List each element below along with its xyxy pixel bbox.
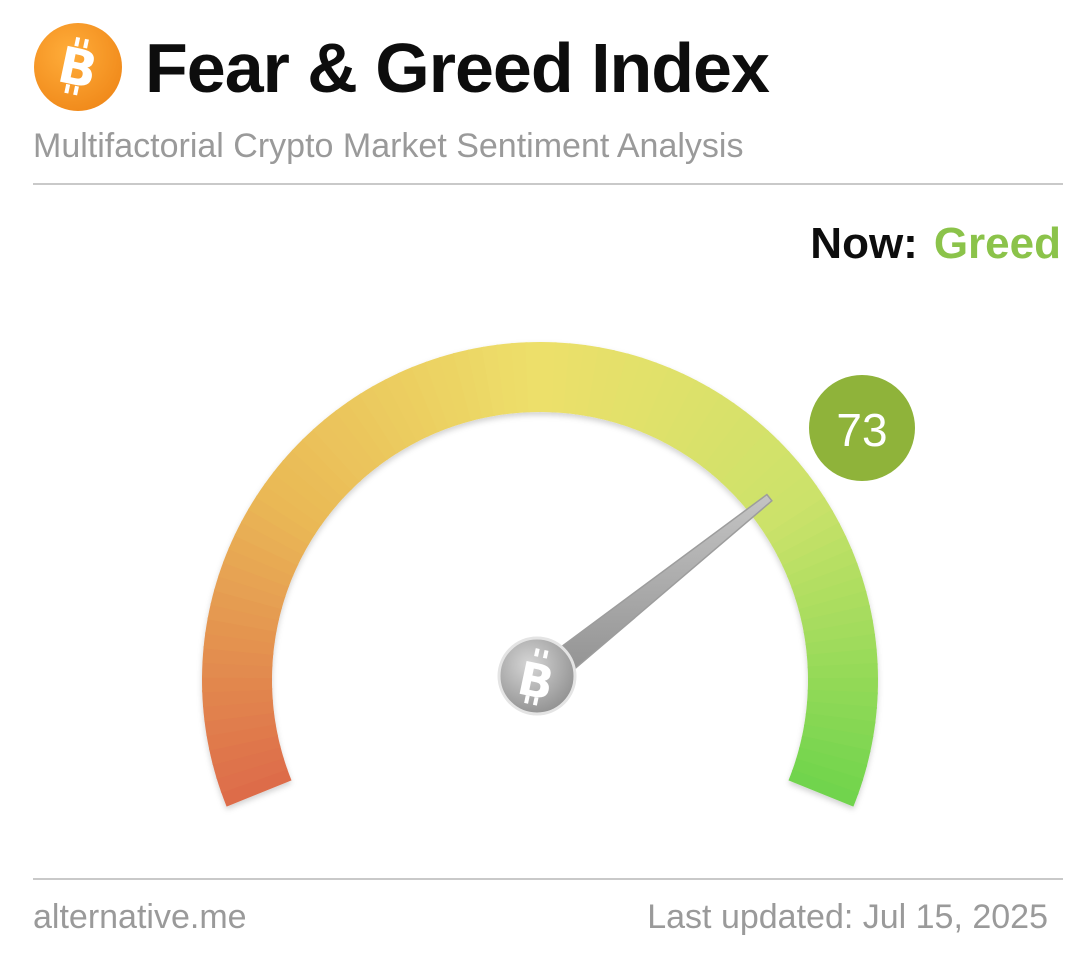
gauge-arc-segment <box>807 662 878 680</box>
gauge-arc-segment <box>452 349 484 422</box>
footer-divider <box>33 878 1063 880</box>
gauge-arc-segment <box>798 590 871 623</box>
gauge-arc-segment <box>481 344 507 417</box>
gauge-arc-segment <box>728 440 790 500</box>
gauge-arc-segment <box>795 576 867 611</box>
gauge-arc-segment <box>801 604 873 634</box>
gauge-arc-segment <box>218 560 290 598</box>
gauge-arc-segment <box>212 745 284 779</box>
gauge-arc-segment <box>736 450 800 509</box>
gauge-arc-segment <box>720 430 780 492</box>
gauge-arc-segment <box>411 361 451 433</box>
bitcoin-logo-icon: B <box>34 23 122 111</box>
gauge-arc-segment <box>782 535 853 578</box>
gauge-arc-segment <box>788 769 859 807</box>
needle-hub: B <box>497 636 577 716</box>
gauge-arc-segment <box>397 366 440 437</box>
gauge-arc-segment <box>228 533 299 577</box>
gauge-arc-segment <box>620 357 658 429</box>
gauge-arc-segment <box>205 617 277 644</box>
gauge-arc-segment <box>801 724 874 753</box>
gauge-arc-segment <box>263 471 330 526</box>
gauge-arc-segment <box>758 484 826 537</box>
now-value: Greed <box>933 219 1061 268</box>
gauge-arc-segment <box>234 520 304 566</box>
gauge-arc-segment <box>206 722 278 751</box>
gauge-arc-segment <box>771 509 841 557</box>
gauge-arc-segment <box>574 344 601 417</box>
gauge-arc-segment <box>312 418 370 482</box>
gauge-arc-segment <box>438 352 473 425</box>
header: B Fear & Greed Index <box>33 22 1063 112</box>
gauge-arc-segment <box>652 373 698 443</box>
gauge-arc-segment <box>207 602 280 632</box>
gauge-arc <box>202 342 878 807</box>
gauge-arc-segment <box>384 372 429 443</box>
gauge-arc-segment <box>563 343 587 415</box>
gauge-arc-segment <box>525 342 543 413</box>
gauge-arc-segment <box>424 356 462 429</box>
gauge-arc-segment <box>805 701 877 724</box>
gauge-arc-segment <box>202 646 274 667</box>
gauge-arc-segment <box>711 420 770 483</box>
gauge-arc-segment <box>467 346 496 419</box>
gauge-arc-segment <box>597 349 630 422</box>
gauge-arc-segment <box>216 756 288 793</box>
gauge-arc-segment <box>359 385 409 454</box>
gauge-arc-segment <box>323 409 379 475</box>
gauge-arc-segment <box>642 367 685 438</box>
gauge-arc-segment <box>272 460 337 516</box>
gauge-arc-segment <box>787 549 858 589</box>
gauge-arc-segment <box>223 546 294 587</box>
gauge-arc-segment <box>683 394 735 462</box>
gauge-arc-segment <box>220 767 292 807</box>
gauge-arc-segment <box>777 522 847 568</box>
gauge-arc-segment <box>255 483 323 535</box>
gauge-arc-segment <box>792 758 864 795</box>
gauge-arc-segment <box>795 747 868 782</box>
gauge-arc-segment <box>798 735 871 767</box>
gauge-arc-segment <box>609 353 644 425</box>
gauge-arc-segment <box>751 473 818 527</box>
gauge-arc-segment <box>807 677 878 695</box>
gauge-arc-segment <box>673 386 723 455</box>
gauge-arc-segment <box>214 574 286 610</box>
gauge-arc-segment <box>301 428 361 490</box>
gauge-arc-segment <box>586 347 615 419</box>
gauge-arc-segment <box>765 497 834 547</box>
page-title: Fear & Greed Index <box>145 29 770 107</box>
current-sentiment: Now: Greed <box>810 218 1061 270</box>
gauge-arc-segment <box>702 411 759 476</box>
gauge-arc-segment <box>371 378 419 448</box>
source-link[interactable]: alternative.me <box>33 898 247 936</box>
gauge-arc-segment <box>806 648 878 669</box>
gauge-arc-segment <box>791 562 863 600</box>
page-subtitle: Multifactorial Crypto Market Sentiment A… <box>33 127 744 165</box>
value-badge-text: 73 <box>836 404 887 456</box>
gauge-arc-segment <box>693 402 747 468</box>
gauge-arc-segment <box>248 495 316 545</box>
gauge-arc-segment <box>803 619 876 646</box>
gauge-arc-segment <box>210 588 283 621</box>
header-divider <box>33 183 1063 185</box>
gauge-arc-segment <box>202 688 273 707</box>
gauge-arc-segment <box>803 712 876 739</box>
gauge-arc-segment <box>202 675 273 693</box>
gauge-arc-segment <box>346 393 399 461</box>
value-badge: 73 <box>809 375 915 481</box>
gauge-arc-segment <box>335 401 389 467</box>
last-updated: Last updated: Jul 15, 2025 <box>647 898 1048 936</box>
gauge-arc-segment <box>281 449 345 507</box>
gauge-arc-segment <box>510 342 531 414</box>
gauge-arc-segment <box>631 362 671 433</box>
gauge-arc-segment <box>203 631 275 655</box>
gauge-arc-segment <box>240 507 310 556</box>
gauge-arc-segment <box>208 734 281 765</box>
now-label: Now: <box>810 219 918 268</box>
gauge-arc-segment <box>663 379 711 449</box>
gauge-arc-segment <box>291 438 353 499</box>
